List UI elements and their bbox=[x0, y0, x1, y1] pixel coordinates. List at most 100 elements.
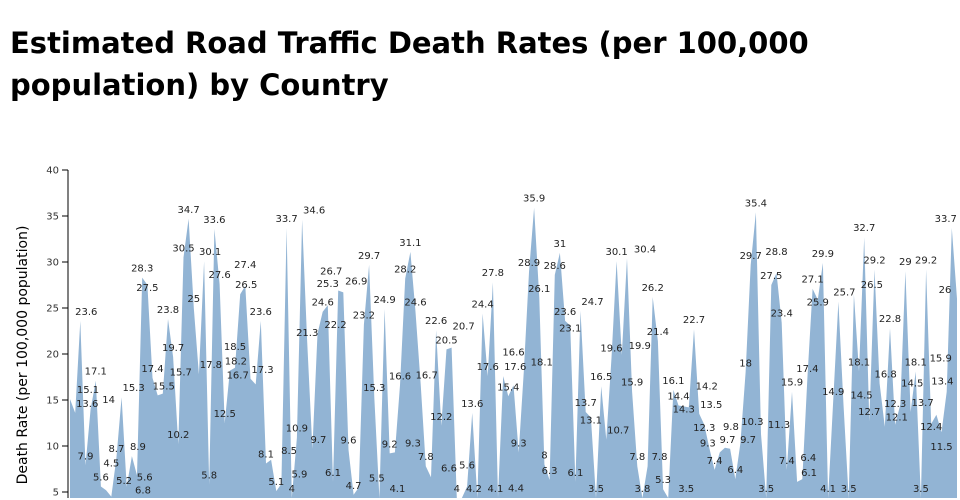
data-label: 17.8 bbox=[200, 360, 222, 371]
data-label: 6.8 bbox=[135, 485, 151, 496]
data-label: 18.5 bbox=[224, 342, 246, 353]
data-label: 29.9 bbox=[812, 249, 834, 260]
y-tick-label: 5 bbox=[53, 488, 59, 499]
data-label: 14.2 bbox=[696, 381, 718, 392]
data-label: 32.7 bbox=[853, 223, 875, 234]
data-label: 14.5 bbox=[901, 379, 923, 390]
data-label: 7.8 bbox=[418, 452, 434, 463]
data-label: 18.1 bbox=[848, 358, 870, 369]
data-label: 29.7 bbox=[358, 251, 380, 262]
data-label: 15.1 bbox=[77, 385, 99, 396]
data-label: 4.7 bbox=[346, 481, 362, 492]
data-label: 28.6 bbox=[544, 261, 566, 272]
data-label: 13.6 bbox=[76, 399, 98, 410]
data-label: 10.9 bbox=[286, 424, 308, 435]
data-label: 12.4 bbox=[920, 422, 942, 433]
y-tick: 15 bbox=[46, 396, 68, 407]
data-label: 5.5 bbox=[369, 473, 385, 484]
data-label: 14.3 bbox=[673, 404, 695, 415]
y-tick: 40 bbox=[46, 166, 68, 177]
data-label: 24.7 bbox=[581, 297, 603, 308]
y-tick-label: 35 bbox=[46, 212, 59, 223]
y-tick: 35 bbox=[46, 212, 68, 223]
data-label: 16.5 bbox=[590, 372, 612, 383]
data-label: 17.3 bbox=[251, 365, 273, 376]
data-label: 31 bbox=[554, 239, 567, 250]
data-label: 15.7 bbox=[170, 368, 192, 379]
data-label: 5.9 bbox=[291, 470, 307, 481]
data-label: 9.3 bbox=[700, 438, 716, 449]
data-label: 5.2 bbox=[116, 476, 132, 487]
data-label: 29.2 bbox=[863, 255, 885, 266]
y-tick-label: 10 bbox=[46, 442, 59, 453]
data-label: 15.9 bbox=[621, 378, 643, 389]
data-label: 23.6 bbox=[75, 307, 97, 318]
y-axis: 5 10 15 20 25 30 35 40 bbox=[46, 166, 69, 499]
data-label: 8.5 bbox=[281, 446, 297, 457]
y-tick: 25 bbox=[46, 304, 68, 315]
y-tick-label: 20 bbox=[46, 350, 59, 361]
data-label: 7.4 bbox=[707, 456, 723, 467]
data-label: 14 bbox=[102, 395, 115, 406]
data-label: 16.7 bbox=[227, 370, 249, 381]
data-label: 19.6 bbox=[600, 344, 622, 355]
data-label: 9.3 bbox=[511, 438, 527, 449]
data-label: 14.5 bbox=[850, 391, 872, 402]
data-label: 6.1 bbox=[325, 468, 341, 479]
data-label: 4.1 bbox=[820, 484, 836, 495]
data-label: 7.8 bbox=[652, 452, 668, 463]
data-label: 17.6 bbox=[477, 362, 499, 373]
data-label: 4.4 bbox=[508, 484, 524, 495]
data-label: 27.5 bbox=[136, 283, 158, 294]
data-label: 33.7 bbox=[275, 214, 297, 225]
data-label: 26 bbox=[939, 285, 952, 296]
data-label: 6.4 bbox=[727, 465, 743, 476]
data-label: 33.6 bbox=[203, 215, 225, 226]
data-label: 9.3 bbox=[405, 438, 421, 449]
chart-title: Estimated Road Traffic Death Rates (per … bbox=[10, 26, 809, 102]
data-label: 25.7 bbox=[833, 288, 855, 299]
data-label: 27.5 bbox=[760, 271, 782, 282]
data-label: 18.1 bbox=[905, 358, 927, 369]
data-label: 6.3 bbox=[542, 466, 558, 477]
data-label: 6.6 bbox=[441, 463, 457, 474]
data-label: 4.2 bbox=[466, 484, 482, 495]
data-label: 22.7 bbox=[683, 315, 705, 326]
data-labels: 15.1 13.6 23.6 7.9 14 17.1 5.6 5.2 4.5 8.7 15.3 5.6… bbox=[75, 194, 957, 497]
data-label: 4.1 bbox=[389, 484, 405, 495]
data-label: 4 bbox=[289, 484, 295, 495]
data-label: 16.8 bbox=[874, 369, 896, 380]
data-label: 17.4 bbox=[796, 364, 818, 375]
y-axis-label: Death Rate (per 100,000 population) bbox=[15, 226, 31, 485]
data-label: 14.9 bbox=[822, 387, 844, 398]
data-label: 26.7 bbox=[320, 266, 342, 277]
data-label: 5.1 bbox=[268, 477, 284, 488]
data-label: 16.6 bbox=[389, 371, 411, 382]
data-label: 23.4 bbox=[771, 309, 793, 320]
data-label: 18 bbox=[739, 358, 752, 369]
data-label: 35.9 bbox=[523, 194, 545, 205]
data-label: 27.6 bbox=[208, 270, 230, 281]
data-label: 8 bbox=[541, 450, 547, 461]
data-label: 13.7 bbox=[575, 398, 597, 409]
data-label: 29.2 bbox=[915, 255, 937, 266]
data-label: 8.7 bbox=[108, 444, 124, 455]
data-label: 10.7 bbox=[607, 426, 629, 437]
data-label: 17.1 bbox=[85, 367, 107, 378]
data-label: 29.7 bbox=[740, 251, 762, 262]
data-label: 28.2 bbox=[394, 265, 416, 276]
data-label: 3.5 bbox=[758, 484, 774, 495]
data-label: 4 bbox=[454, 484, 460, 495]
data-label: 21.4 bbox=[647, 327, 669, 338]
y-tick: 10 bbox=[46, 442, 68, 453]
data-label: 30.5 bbox=[172, 243, 194, 254]
y-tick: 30 bbox=[46, 258, 68, 269]
data-label: 9.7 bbox=[720, 435, 736, 446]
data-label: 24.4 bbox=[471, 300, 493, 311]
data-label: 17.6 bbox=[504, 362, 526, 373]
data-label: 11.5 bbox=[930, 442, 952, 453]
data-label: 20.7 bbox=[452, 322, 474, 333]
data-label: 15.9 bbox=[930, 354, 952, 365]
data-label: 15.9 bbox=[781, 378, 803, 389]
